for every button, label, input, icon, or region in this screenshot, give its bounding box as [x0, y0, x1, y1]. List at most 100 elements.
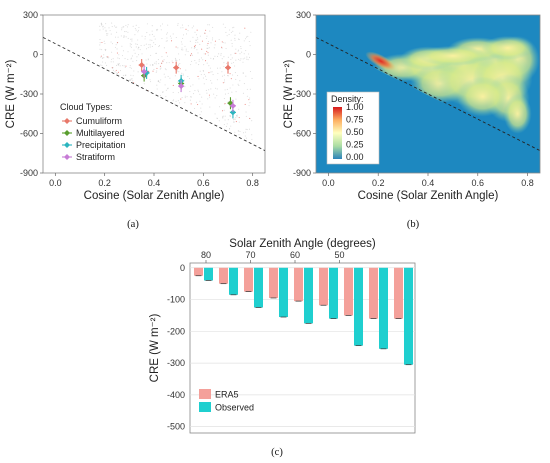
background-point — [110, 58, 113, 60]
background-point — [236, 114, 238, 116]
background-point — [222, 82, 224, 84]
density-blob — [416, 45, 489, 66]
background-point — [175, 59, 177, 62]
density-blob — [456, 76, 509, 117]
colorbar-gradient — [333, 107, 342, 159]
background-point — [201, 40, 203, 42]
background-point — [238, 38, 240, 40]
background-point — [113, 25, 116, 27]
background-point — [122, 50, 125, 52]
background-point — [175, 46, 177, 48]
background-point — [130, 79, 132, 81]
background-point — [166, 55, 169, 57]
background-point — [171, 60, 173, 62]
background-point — [108, 27, 110, 29]
background-point — [206, 44, 208, 46]
background-point — [155, 52, 157, 54]
background-point — [235, 59, 237, 61]
background-point — [141, 53, 143, 55]
background-point — [112, 69, 114, 71]
background-point — [127, 31, 129, 33]
series-point — [225, 64, 231, 71]
background-point — [188, 77, 190, 80]
background-point — [137, 31, 139, 33]
background-point — [248, 56, 251, 58]
background-point — [158, 63, 160, 65]
bar-era5 — [194, 267, 203, 276]
background-point — [216, 79, 218, 81]
panel-b-xtick-label: 0.2 — [372, 178, 385, 188]
background-point — [210, 80, 212, 82]
background-point — [155, 52, 157, 54]
background-point — [143, 44, 145, 46]
background-point — [246, 58, 248, 60]
background-point — [175, 58, 177, 60]
background-point — [136, 60, 138, 62]
background-point — [231, 91, 233, 93]
panel-b-xtick-label: 0.4 — [422, 178, 435, 188]
background-point — [123, 26, 125, 28]
background-point — [125, 65, 127, 67]
background-point — [155, 61, 157, 63]
panel-a-ticks: 0.0 0.2 0.4 0.6 0.8 300 0 -300 -600 -900 — [20, 10, 259, 188]
panel-c-ytick-label: -300 — [167, 358, 185, 368]
background-point — [223, 109, 225, 111]
background-point — [216, 117, 218, 119]
background-point — [101, 49, 103, 51]
background-point — [213, 93, 215, 95]
legend-swatch — [199, 402, 211, 412]
background-point — [130, 67, 132, 69]
background-point — [189, 99, 191, 101]
background-point — [105, 48, 107, 50]
panel-a-frame — [42, 14, 266, 174]
background-point — [155, 63, 157, 65]
background-point — [207, 40, 210, 43]
colorbar-title: Density: — [331, 94, 364, 104]
background-point — [134, 28, 136, 30]
background-point — [235, 114, 238, 117]
panel-c-ytick-label: -200 — [167, 326, 185, 336]
background-point — [225, 125, 228, 127]
background-point — [245, 111, 247, 113]
panel-a-ytick-label: -900 — [20, 168, 38, 178]
background-point — [210, 88, 212, 90]
background-point — [119, 65, 121, 67]
background-point — [240, 48, 242, 50]
background-point — [118, 58, 120, 60]
background-point — [129, 66, 131, 69]
panel-b-xtick-label: 0.8 — [521, 178, 534, 188]
background-point — [184, 95, 186, 97]
background-point — [111, 67, 113, 69]
background-point — [104, 62, 106, 64]
background-point — [225, 62, 228, 64]
background-point — [203, 53, 205, 55]
background-point — [167, 75, 169, 78]
background-point — [134, 83, 136, 85]
background-point — [222, 116, 224, 118]
background-point — [167, 88, 169, 90]
background-point — [181, 49, 183, 51]
panel-a-point-cloud — [99, 22, 253, 140]
background-point — [233, 118, 235, 120]
legend-marker — [64, 154, 70, 160]
background-point — [148, 44, 150, 46]
background-point — [214, 113, 216, 115]
background-point — [176, 60, 178, 62]
background-point — [205, 75, 207, 77]
background-point — [99, 25, 101, 27]
background-point — [230, 78, 232, 80]
panel-b-reference-line-group — [316, 36, 540, 152]
background-point — [161, 56, 163, 58]
background-point — [182, 27, 184, 29]
background-point — [135, 24, 137, 26]
background-point — [221, 41, 223, 43]
background-point — [197, 41, 199, 43]
background-point — [116, 48, 118, 50]
background-point — [138, 26, 140, 29]
background-point — [159, 81, 161, 83]
background-point — [202, 70, 205, 72]
background-point — [224, 103, 226, 105]
background-point — [114, 46, 117, 48]
background-point — [133, 82, 135, 84]
